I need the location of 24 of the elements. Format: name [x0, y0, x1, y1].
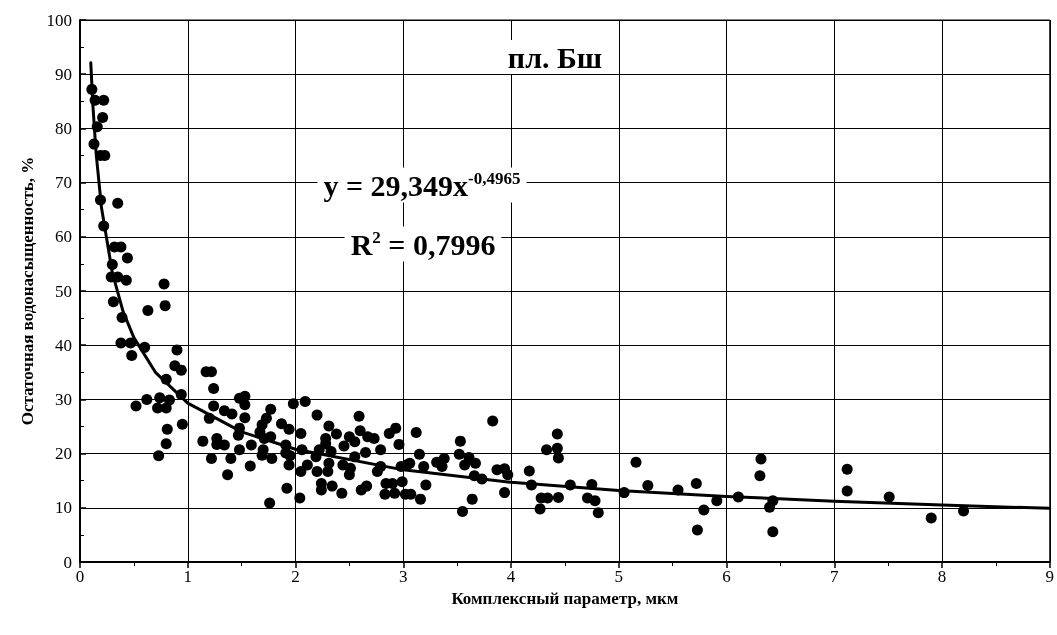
y-tick-label: 60 [55, 227, 72, 247]
x-tick-label: 2 [291, 567, 300, 586]
x-tick-label: 8 [937, 567, 947, 586]
x-tick-label: 1 [183, 567, 192, 586]
y-tick-label: 100 [46, 10, 72, 30]
x-tick-label: 3 [399, 567, 408, 586]
y-axis-title: Остаточная водонасыщенность, % [17, 156, 37, 426]
y-tick-label: 90 [55, 64, 72, 84]
x-tick-label: 6 [722, 567, 731, 586]
y-tick-label: 30 [55, 389, 72, 409]
y-tick-label: 10 [55, 498, 72, 518]
y-tick-label: 0 [63, 552, 72, 572]
annotation: пл. Бш [507, 40, 603, 74]
x-tick-label: 4 [506, 567, 516, 586]
y-tick-label: 80 [55, 118, 72, 138]
y-tick-label: 70 [55, 173, 72, 193]
y-tick-label: 40 [55, 335, 72, 355]
y-tick-label: 20 [55, 444, 72, 464]
x-tick-label: 7 [830, 567, 839, 586]
y-tick-label: 50 [55, 281, 72, 301]
x-tick-label: 0 [75, 567, 85, 586]
x-axis-title: Комплексный параметр, мкм [451, 588, 679, 608]
x-tick-label: 5 [614, 567, 623, 586]
x-tick-label: 9 [1045, 567, 1054, 586]
